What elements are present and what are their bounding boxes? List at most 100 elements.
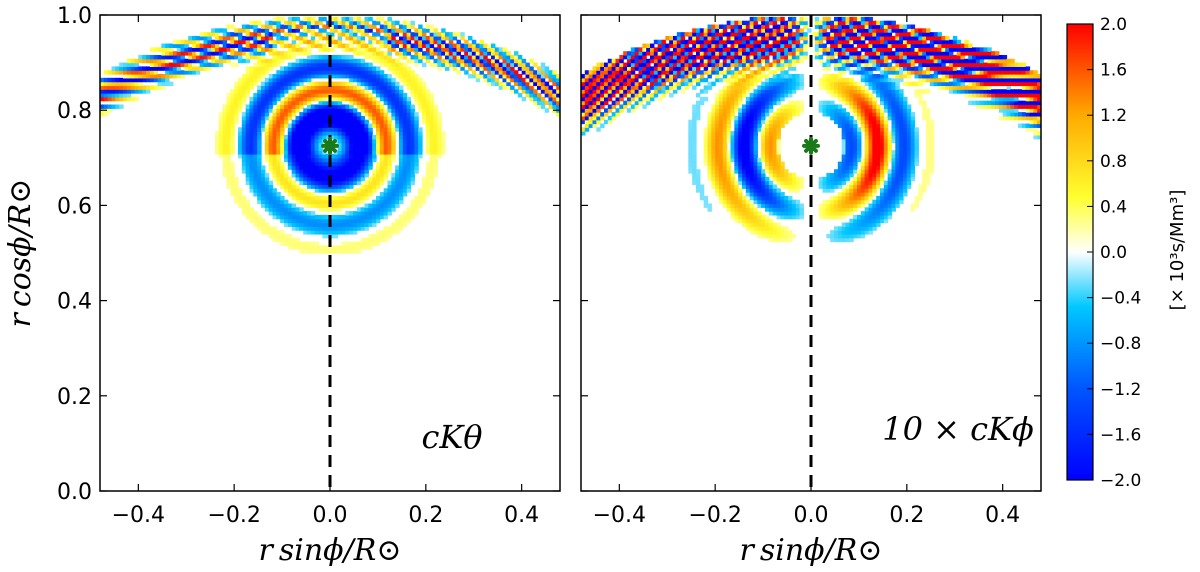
heatmap-cell (406, 150, 412, 155)
heatmap-cell (253, 77, 258, 83)
heatmap-cell (818, 47, 824, 52)
heatmap-cell (738, 70, 743, 75)
heatmap-cell (757, 66, 762, 71)
heatmap-cell (818, 77, 824, 83)
heatmap-cell (803, 39, 808, 45)
heatmap-cell (287, 51, 293, 56)
heatmap-cell (540, 104, 546, 109)
heatmap-cell (310, 115, 316, 121)
heatmap-cell (688, 134, 693, 140)
heatmap-cell (592, 104, 597, 109)
heatmap-cell (284, 43, 289, 48)
heatmap-cell (230, 134, 235, 140)
heatmap-cell (584, 119, 590, 125)
heatmap-cell (634, 96, 640, 102)
heatmap-cell (303, 173, 308, 178)
heatmap-cell (795, 54, 801, 60)
heatmap-cell (253, 188, 258, 193)
heatmap-cell (364, 70, 369, 75)
heatmap-cell (745, 47, 751, 52)
heatmap-cell (521, 89, 527, 94)
heatmap-cell (253, 112, 258, 117)
heatmap-cell (149, 85, 155, 90)
heatmap-cell (310, 184, 316, 189)
heatmap-cell (326, 89, 331, 94)
heatmap-cell (195, 66, 201, 71)
heatmap-cell (310, 218, 316, 224)
heatmap-cell (391, 222, 396, 227)
heatmap-cell (287, 74, 293, 79)
heatmap-cell (399, 184, 404, 189)
heatmap-cell (765, 218, 770, 224)
heatmap-cell (719, 123, 724, 128)
heatmap-cell (245, 47, 251, 52)
heatmap-cell (722, 85, 728, 90)
heatmap-cell (707, 142, 712, 147)
heatmap-cell (349, 35, 354, 41)
heatmap-cell (276, 211, 281, 216)
heatmap-cell (307, 138, 312, 144)
heatmap-cell (703, 58, 709, 64)
heatmap-cell (510, 58, 515, 64)
heatmap-cell (257, 161, 262, 167)
heatmap-cell (799, 47, 804, 52)
heatmap-cell (314, 74, 320, 79)
heatmap-cell (249, 188, 254, 193)
heatmap-cell (471, 39, 477, 45)
heatmap-cell (429, 157, 435, 163)
heatmap-cell (368, 24, 373, 29)
heatmap-cell (517, 54, 523, 60)
heatmap-cell (314, 89, 320, 94)
heatmap-cell (730, 108, 735, 113)
heatmap-cell (383, 176, 389, 182)
heatmap-cell (307, 81, 312, 87)
heatmap-cell (349, 32, 354, 37)
heatmap-cell (337, 203, 343, 208)
heatmap-cell (391, 85, 396, 90)
heatmap-cell (272, 54, 277, 60)
heatmap-cell (799, 51, 804, 56)
heatmap-cell (353, 188, 358, 193)
heatmap-cell (360, 127, 366, 132)
heatmap-cell (611, 70, 617, 75)
heatmap-cell (349, 85, 354, 90)
heatmap-cell (264, 226, 270, 231)
heatmap-cell (611, 93, 617, 98)
heatmap-cell (119, 85, 124, 90)
heatmap-cell (192, 39, 197, 45)
heatmap-cell (772, 142, 778, 147)
heatmap-cell (337, 35, 343, 41)
heatmap-cell (650, 93, 655, 98)
heatmap-cell (410, 134, 415, 140)
heatmap-cell (249, 131, 254, 136)
heatmap-cell (556, 93, 560, 98)
heatmap-cell (372, 146, 377, 151)
heatmap-cell (753, 134, 758, 140)
heatmap-cell (676, 51, 682, 56)
heatmap-cell (791, 47, 797, 52)
heatmap-cell (615, 89, 620, 94)
heatmap-cell (230, 62, 235, 68)
heatmap-cell (623, 85, 628, 90)
heatmap-cell (422, 100, 427, 106)
heatmap-cell (749, 127, 755, 132)
heatmap-cell (795, 43, 801, 48)
heatmap-cell (142, 77, 147, 83)
heatmap-cell (165, 66, 170, 71)
heatmap-cell (379, 138, 385, 144)
heatmap-cell (284, 173, 289, 178)
heatmap-cell (788, 66, 793, 71)
heatmap-cell (418, 108, 423, 113)
heatmap-cell (241, 100, 247, 106)
heatmap-cell (514, 70, 519, 75)
heatmap-cell (257, 188, 262, 193)
heatmap-cell (611, 77, 617, 83)
heatmap-cell (772, 131, 778, 136)
heatmap-cell (326, 104, 331, 109)
heatmap-cell (791, 39, 797, 45)
heatmap-cell (383, 58, 389, 64)
heatmap-cell (772, 127, 778, 132)
heatmap-cell (184, 70, 189, 75)
heatmap-cell (722, 127, 728, 132)
heatmap-cell (322, 131, 327, 136)
